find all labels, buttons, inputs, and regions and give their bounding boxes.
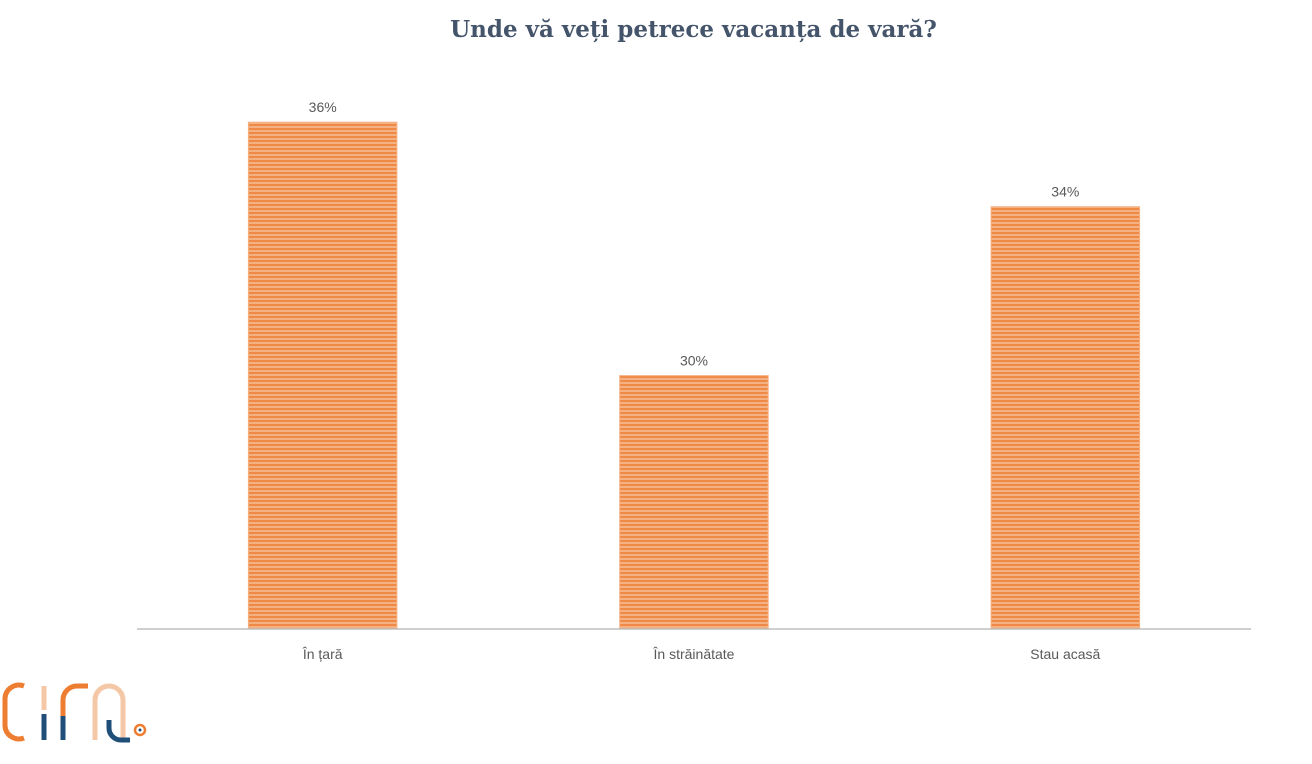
data-label: 36% [309, 99, 337, 115]
bar [990, 206, 1141, 630]
category-label: Stau acasă [1030, 646, 1100, 662]
bar [619, 375, 769, 630]
logo-letter-c [2, 682, 25, 742]
labels-group: 36% În țară 30% În străinătate 34% Stau acasă [302, 99, 1101, 662]
data-label: 30% [680, 353, 708, 369]
logo-dot-inner [138, 728, 142, 732]
logo-dot [133, 723, 147, 737]
bar [247, 121, 398, 630]
cira-logo [2, 682, 147, 743]
bars-group [247, 121, 1141, 630]
chart-title: Unde vă veți petrece vacanța de vară? [450, 16, 937, 43]
category-label: În țară [302, 646, 343, 662]
data-label: 34% [1051, 184, 1079, 200]
logo-letter-a-bottom [106, 720, 130, 743]
category-label: În străinătate [653, 646, 735, 662]
logo-letter-a [92, 683, 126, 740]
logo-letter-r [60, 683, 88, 740]
